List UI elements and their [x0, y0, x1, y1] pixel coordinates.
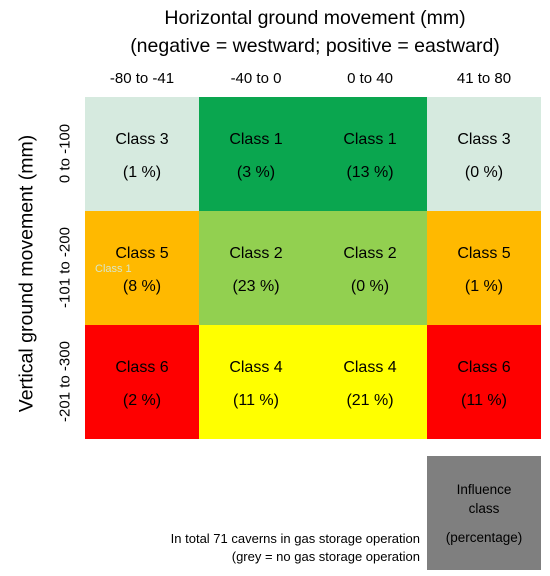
row-header-3: -201 to -300: [56, 341, 74, 422]
col-header-4: 41 to 80: [456, 70, 512, 87]
cell-r3-c4: Class 6 (11 %): [427, 325, 541, 439]
y-axis-title: Vertical ground movement (mm): [15, 134, 38, 413]
cell-class: Class 6: [115, 359, 169, 376]
cell-class: Class 3: [115, 131, 169, 148]
cell-r2-c4: Class 5 (1 %): [427, 211, 541, 325]
cell-class: Class 5: [115, 245, 169, 262]
cell-class: Class 6: [457, 359, 511, 376]
legend-line-2: class: [468, 501, 500, 516]
cell-class: Class 2: [343, 245, 397, 262]
cell-percentage: (23 %): [232, 278, 280, 295]
cell-percentage: (1 %): [122, 164, 162, 181]
cell-class: Class 3: [457, 131, 511, 148]
col-header-3: 0 to 40: [347, 70, 393, 87]
cell-r2-c1: Class 5 Class 1 (8 %): [85, 211, 199, 325]
cell-r3-c1: Class 6 (2 %): [85, 325, 199, 439]
cell-class: Class 2: [229, 245, 283, 262]
cell-percentage: (1 %): [464, 278, 504, 295]
cell-percentage: (13 %): [346, 164, 394, 181]
cell-class: Class 1: [229, 131, 283, 148]
title-line-2: (negative = westward; positive = eastwar…: [130, 35, 500, 57]
cell-percentage: (8 %): [122, 278, 162, 295]
cell-percentage: (0 %): [464, 164, 504, 181]
row-header-1: 0 to -100: [56, 123, 74, 184]
cell-r3-c3: Class 4 (21 %): [313, 325, 427, 439]
cell-r2-c2: Class 2 (23 %): [199, 211, 313, 325]
footnote-line-1: In total 71 caverns in gas storage opera…: [170, 531, 420, 546]
cell-percentage: (3 %): [236, 164, 276, 181]
col-header-1: -80 to -41: [109, 70, 175, 87]
cell-r3-c2: Class 4 (11 %): [199, 325, 313, 439]
title-line-1: Horizontal ground movement (mm): [164, 7, 466, 29]
cell-r1-c4: Class 3 (0 %): [427, 97, 541, 211]
cell-r1-c1: Class 3 (1 %): [85, 97, 199, 211]
cell-r2-c3: Class 2 (0 %): [313, 211, 427, 325]
legend-line-3: (percentage): [445, 530, 523, 545]
cell-r1-c2: Class 1 (3 %): [199, 97, 313, 211]
cell-r1-c3: Class 1 (13 %): [313, 97, 427, 211]
influence-matrix: Class 3 (1 %) Class 1 (3 %) Class 1 (13 …: [85, 97, 541, 439]
legend-box: Influence class (percentage): [427, 456, 541, 570]
ghost-label: Class 1: [95, 263, 132, 275]
cell-class: Class 5: [457, 245, 511, 262]
footnote-line-2: (grey = no gas storage operation: [231, 549, 420, 564]
cell-percentage: (21 %): [346, 392, 394, 409]
cell-percentage: (2 %): [122, 392, 162, 409]
cell-percentage: (0 %): [350, 278, 390, 295]
col-header-2: -40 to 0: [230, 70, 282, 87]
legend-line-1: Influence: [456, 482, 512, 497]
cell-percentage: (11 %): [461, 392, 507, 409]
cell-class: Class 4: [229, 359, 283, 376]
cell-class: Class 4: [343, 359, 397, 376]
cell-class: Class 1: [343, 131, 397, 148]
row-header-2: -101 to -200: [56, 227, 74, 308]
cell-percentage: (11 %): [233, 392, 279, 409]
